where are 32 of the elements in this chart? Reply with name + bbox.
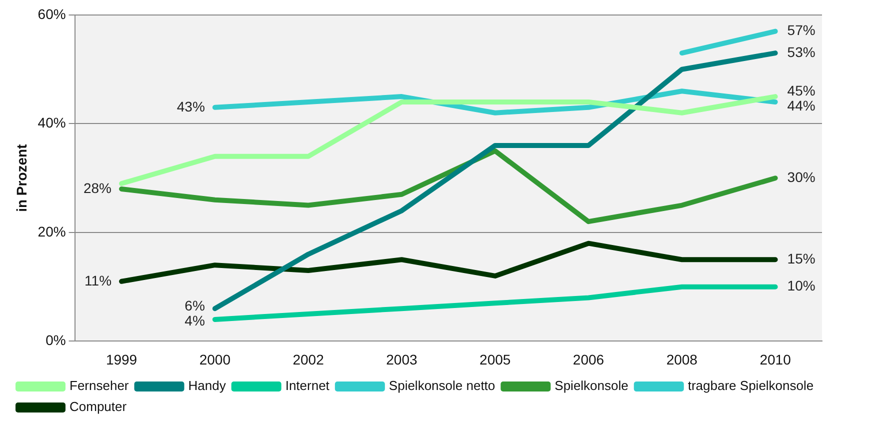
legend-label: Spielkonsole xyxy=(554,378,628,394)
data-label: 4% xyxy=(184,312,205,328)
x-tick-label: 2008 xyxy=(666,351,698,368)
data-label: 28% xyxy=(83,180,112,196)
data-label: 44% xyxy=(787,98,816,114)
y-axis-title: in Prozent xyxy=(13,144,30,212)
data-label: 11% xyxy=(84,272,112,288)
x-tick-label: 2000 xyxy=(199,351,231,368)
y-tick-label: 0% xyxy=(46,332,66,348)
x-tick-label: 2005 xyxy=(480,351,511,368)
x-tick-label: 1999 xyxy=(106,351,138,368)
data-label: 57% xyxy=(787,22,816,38)
legend-label: Internet xyxy=(285,378,330,394)
data-label: 30% xyxy=(787,168,816,185)
x-tick-label: 2003 xyxy=(386,351,418,368)
y-tick-label: 60% xyxy=(38,6,66,22)
data-label: 45% xyxy=(787,82,816,99)
legend-label: Computer xyxy=(70,399,128,414)
data-label: 43% xyxy=(176,98,205,114)
legend-label: tragbare Spielkonsole xyxy=(688,378,814,394)
legend-label: Spielkonsole netto xyxy=(388,378,496,394)
data-label: 10% xyxy=(787,278,816,294)
x-tick-label: 2010 xyxy=(760,351,792,368)
data-label: 6% xyxy=(184,297,205,314)
x-tick-label: 2006 xyxy=(572,351,604,368)
y-tick-label: 20% xyxy=(38,223,66,240)
data-label: 15% xyxy=(787,250,816,267)
data-label: 53% xyxy=(787,44,816,60)
y-tick-label: 40% xyxy=(38,114,66,131)
legend-label: Fernseher xyxy=(70,378,130,394)
legend-label: Handy xyxy=(188,378,226,394)
x-tick-label: 2002 xyxy=(292,351,324,368)
